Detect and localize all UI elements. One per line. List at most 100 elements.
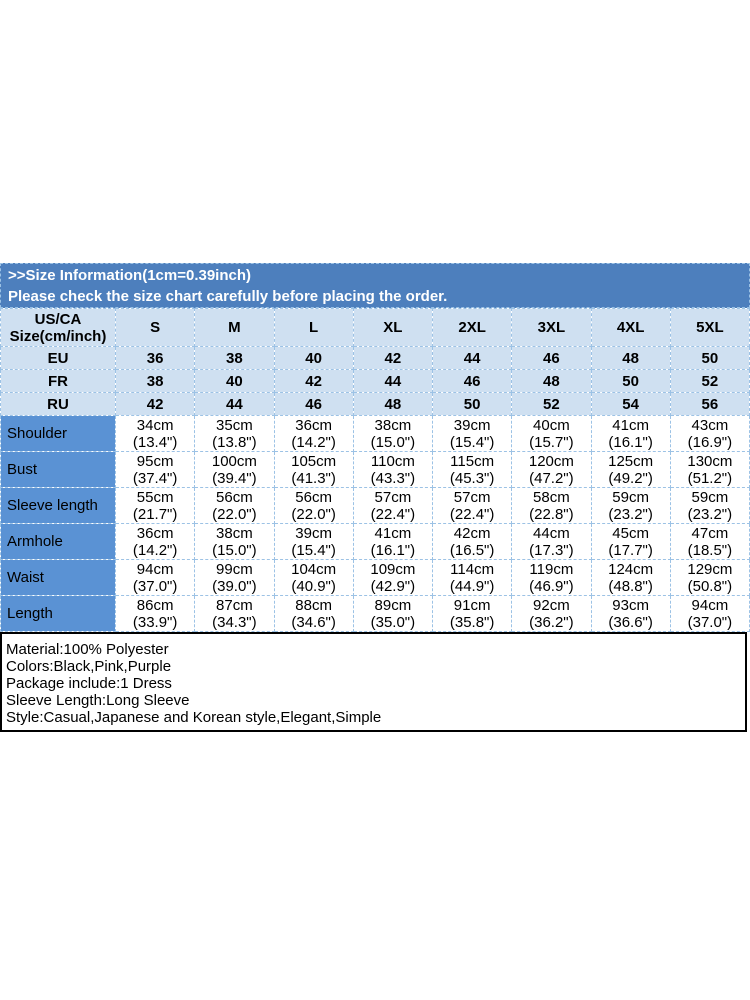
measurement-label-cell: Shoulder bbox=[0, 415, 116, 452]
size-column-header: 3XL bbox=[511, 308, 592, 347]
inch-value: (16.1") bbox=[608, 433, 653, 451]
inch-value: (36.2") bbox=[529, 613, 574, 631]
inch-value: (45.3") bbox=[449, 469, 495, 487]
measurement-row: Shoulder 34cm (13.4") 35cm (13.8") 36cm (14.2"… bbox=[0, 415, 750, 452]
banner-title: >>Size Information(1cm=0.39inch) bbox=[8, 267, 251, 284]
region-value-cell: 48 bbox=[352, 392, 434, 416]
size-header-row: US/CA Size(cm/inch) S M L XL 2XL 3XL 4XL 5XL bbox=[0, 308, 750, 347]
region-value-cell: 42 bbox=[114, 392, 196, 416]
cm-value: 44cm bbox=[533, 524, 570, 542]
cm-value: 124cm bbox=[608, 560, 654, 578]
region-value-cell: 42 bbox=[273, 369, 354, 393]
inch-value: (35.8") bbox=[449, 613, 495, 631]
measurement-value-cell: 55cm (21.7") bbox=[114, 487, 196, 524]
measurement-value-cell: 57cm (22.4") bbox=[431, 487, 513, 524]
cm-value: 94cm bbox=[691, 596, 729, 614]
size-column-header: 5XL bbox=[669, 308, 750, 347]
cm-value: 36cm bbox=[295, 416, 332, 434]
region-value-cell: 54 bbox=[590, 392, 671, 416]
measurement-value-cell: 43cm (16.9") bbox=[669, 415, 750, 452]
measurement-row: Length 86cm (33.9") 87cm (34.3") 88cm (34.6") 8… bbox=[0, 595, 750, 632]
cm-value: 41cm bbox=[612, 416, 649, 434]
measurement-value-cell: 34cm (13.4") bbox=[114, 415, 196, 452]
measurement-value-cell: 38cm (15.0") bbox=[352, 415, 434, 452]
region-row-fr: FR 38 40 42 44 46 48 50 52 bbox=[0, 369, 750, 393]
inch-value: (14.2") bbox=[132, 541, 178, 559]
measurement-value-cell: 100cm (39.4") bbox=[194, 451, 275, 488]
size-chart-table: US/CA Size(cm/inch) S M L XL 2XL 3XL 4XL 5XL EU 36 3… bbox=[0, 308, 750, 632]
inch-value: (15.4") bbox=[291, 541, 336, 559]
cm-value: 94cm bbox=[136, 560, 174, 578]
inch-value: (13.4") bbox=[132, 433, 178, 451]
measurement-value-cell: 95cm (37.4") bbox=[114, 451, 196, 488]
region-label-cell: EU bbox=[0, 346, 116, 370]
inch-value: (35.0") bbox=[370, 613, 416, 631]
measurement-value-cell: 115cm (45.3") bbox=[431, 451, 513, 488]
cm-value: 109cm bbox=[370, 560, 416, 578]
region-value-cell: 38 bbox=[194, 346, 275, 370]
cm-value: 95cm bbox=[136, 452, 174, 470]
product-info-line: Colors:Black,Pink,Purple bbox=[6, 658, 172, 675]
inch-value: (22.4") bbox=[370, 505, 416, 523]
cm-value: 55cm bbox=[136, 488, 174, 506]
cm-value: 119cm bbox=[529, 560, 574, 578]
corner-label-line1: US/CA bbox=[34, 310, 82, 328]
measurement-value-cell: 94cm (37.0") bbox=[114, 559, 196, 596]
inch-value: (42.9") bbox=[370, 577, 416, 595]
inch-value: (16.1") bbox=[370, 541, 416, 559]
cm-value: 86cm bbox=[136, 596, 174, 614]
measurement-value-cell: 40cm (15.7") bbox=[511, 415, 592, 452]
inch-value: (47.2") bbox=[529, 469, 574, 487]
measurement-label-cell: Armhole bbox=[0, 523, 116, 560]
inch-value: (16.9") bbox=[687, 433, 733, 451]
cm-value: 57cm bbox=[374, 488, 412, 506]
measurement-value-cell: 56cm (22.0") bbox=[194, 487, 275, 524]
cm-value: 91cm bbox=[453, 596, 491, 614]
region-label-cell: RU bbox=[0, 392, 116, 416]
region-label-cell: FR bbox=[0, 369, 116, 393]
measurement-value-cell: 59cm (23.2") bbox=[669, 487, 750, 524]
measurement-value-cell: 114cm (44.9") bbox=[431, 559, 513, 596]
inch-value: (23.2") bbox=[687, 505, 733, 523]
measurement-value-cell: 94cm (37.0") bbox=[669, 595, 750, 632]
inch-value: (22.8") bbox=[529, 505, 574, 523]
inch-value: (22.0") bbox=[291, 505, 336, 523]
size-info-content: >>Size Information(1cm=0.39inch) Please … bbox=[0, 263, 750, 732]
region-value-cell: 44 bbox=[431, 346, 513, 370]
cm-value: 59cm bbox=[691, 488, 729, 506]
cm-value: 93cm bbox=[612, 596, 649, 614]
measurement-value-cell: 36cm (14.2") bbox=[114, 523, 196, 560]
cm-value: 104cm bbox=[291, 560, 337, 578]
measurement-label-cell: Sleeve length bbox=[0, 487, 116, 524]
cm-value: 47cm bbox=[691, 524, 729, 542]
cm-value: 105cm bbox=[291, 452, 337, 470]
measurement-label-cell: Bust bbox=[0, 451, 116, 488]
inch-value: (23.2") bbox=[608, 505, 653, 523]
cm-value: 36cm bbox=[136, 524, 174, 542]
measurement-value-cell: 35cm (13.8") bbox=[194, 415, 275, 452]
inch-value: (34.3") bbox=[212, 613, 257, 631]
product-info-line: Material:100% Polyester bbox=[6, 641, 169, 658]
inch-value: (51.2") bbox=[687, 469, 733, 487]
inch-value: (13.8") bbox=[212, 433, 257, 451]
cm-value: 110cm bbox=[370, 452, 415, 470]
cm-value: 99cm bbox=[216, 560, 253, 578]
cm-value: 38cm bbox=[216, 524, 253, 542]
size-info-banner: >>Size Information(1cm=0.39inch) Please … bbox=[0, 263, 750, 308]
size-column-header: S bbox=[114, 308, 196, 347]
cm-value: 100cm bbox=[211, 452, 257, 470]
region-value-cell: 38 bbox=[114, 369, 196, 393]
corner-label-line2: Size(cm/inch) bbox=[9, 327, 107, 345]
measurement-value-cell: 57cm (22.4") bbox=[352, 487, 434, 524]
region-value-cell: 44 bbox=[352, 369, 434, 393]
region-value-cell: 36 bbox=[114, 346, 196, 370]
measurement-label-cell: Length bbox=[0, 595, 116, 632]
cm-value: 88cm bbox=[295, 596, 332, 614]
cm-value: 89cm bbox=[374, 596, 412, 614]
measurement-value-cell: 39cm (15.4") bbox=[431, 415, 513, 452]
measurement-value-cell: 59cm (23.2") bbox=[590, 487, 671, 524]
inch-value: (15.0") bbox=[370, 433, 416, 451]
cm-value: 34cm bbox=[136, 416, 174, 434]
measurement-value-cell: 89cm (35.0") bbox=[352, 595, 434, 632]
